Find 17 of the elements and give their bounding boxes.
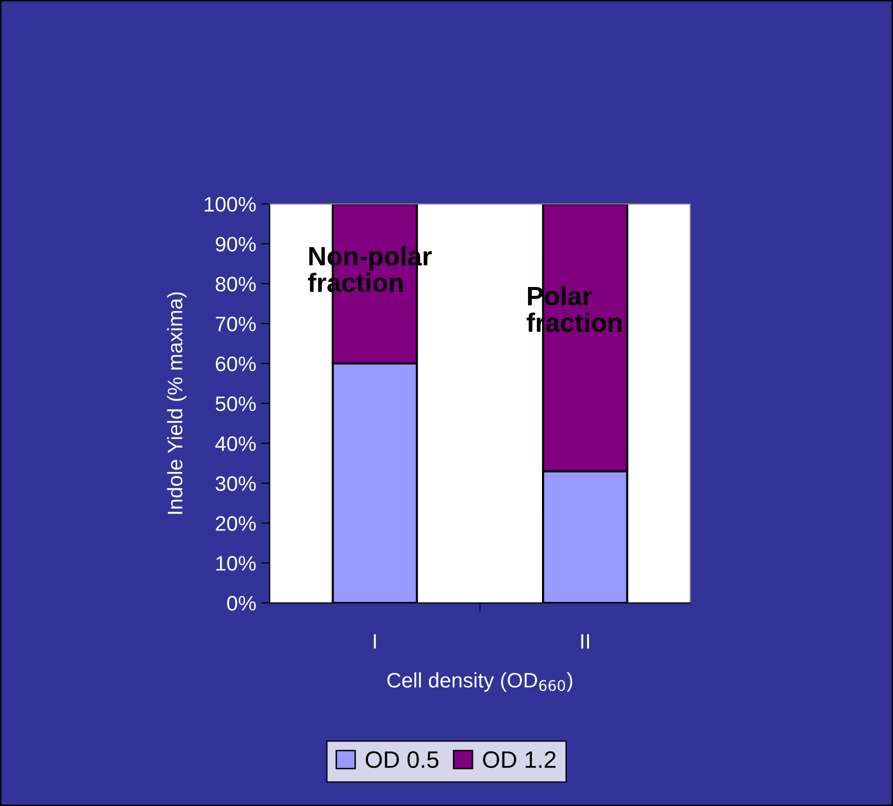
x-tick-label: II xyxy=(581,634,590,649)
y-axis-title: Indole Yield (% maxima) xyxy=(167,292,187,514)
y-tick-label: 90% xyxy=(216,236,256,252)
legend-label: OD 1.2 xyxy=(483,751,556,768)
y-tick-label: 10% xyxy=(216,556,256,571)
y-tick-label: 50% xyxy=(216,396,256,412)
x-axis-title: Cell density (OD$_{660}$) xyxy=(387,672,572,692)
y-tick-label: 30% xyxy=(216,476,256,491)
y-tick-label: 80% xyxy=(216,276,256,292)
x-tick-label: I xyxy=(374,634,376,649)
y-tick-label: 40% xyxy=(215,436,256,452)
y-tick-label: 70% xyxy=(216,316,256,332)
y-tick-label: 60% xyxy=(216,356,256,372)
y-tick-label: 20% xyxy=(216,516,256,531)
y-tick-label: 0% xyxy=(227,596,256,611)
legend-label: OD 0.5 xyxy=(366,751,438,768)
y-tick-label: 100% xyxy=(204,196,256,212)
